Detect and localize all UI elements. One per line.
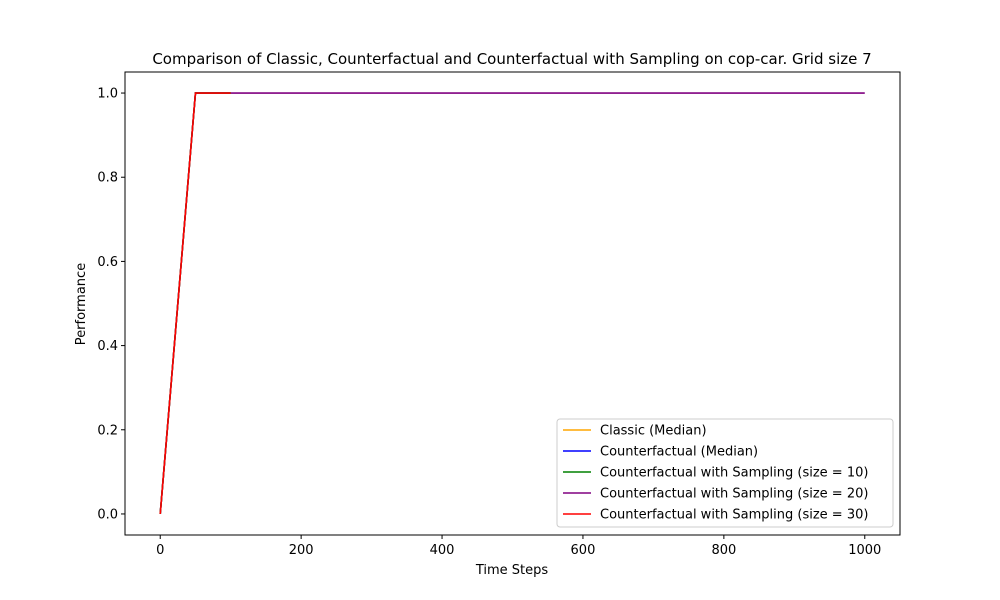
- y-tick-label: 0.8: [97, 171, 118, 186]
- series-line-3: [159, 92, 231, 515]
- series-line-2: [159, 92, 231, 515]
- y-tick-label: 0.2: [97, 423, 118, 438]
- series-layer: [159, 92, 865, 515]
- x-tick-label: 800: [711, 543, 736, 558]
- legend-label-5: Counterfactual with Sampling (size = 30): [600, 508, 868, 523]
- series-line-5: [159, 92, 231, 515]
- legend-box: [556, 418, 894, 528]
- y-tick-label: 1.0: [97, 87, 118, 102]
- axes-layer: 0 200 400 600 800 1000 0.0 0.2 0.4 0.6 0.8 1.0: [97, 71, 901, 558]
- x-axis-label: Time Steps: [475, 563, 549, 578]
- legend-label-4: Counterfactual with Sampling (size = 20): [600, 487, 868, 502]
- y-tick-label: 0.4: [97, 339, 118, 354]
- y-tick-label: 0.6: [97, 255, 118, 270]
- legend: Classic (Median) Counterfactual (Median) C…: [556, 418, 894, 528]
- series-line-1: [159, 92, 231, 515]
- legend-label-3: Counterfactual with Sampling (size = 10): [600, 466, 868, 481]
- y-tick-label: 0.0: [97, 507, 118, 522]
- chart-title: Comparison of Classic, Counterfactual an…: [152, 50, 871, 68]
- y-axis-label: Performance: [74, 263, 89, 345]
- x-tick-label: 1000: [848, 543, 881, 558]
- x-tick-label: 600: [571, 543, 596, 558]
- legend-label-2: Counterfactual (Median): [600, 445, 758, 460]
- legend-label-1: Classic (Median): [600, 424, 707, 439]
- x-tick-label: 0: [156, 543, 164, 558]
- plot-frame: [124, 71, 901, 536]
- x-tick-label: 400: [430, 543, 455, 558]
- x-tick-label: 200: [289, 543, 314, 558]
